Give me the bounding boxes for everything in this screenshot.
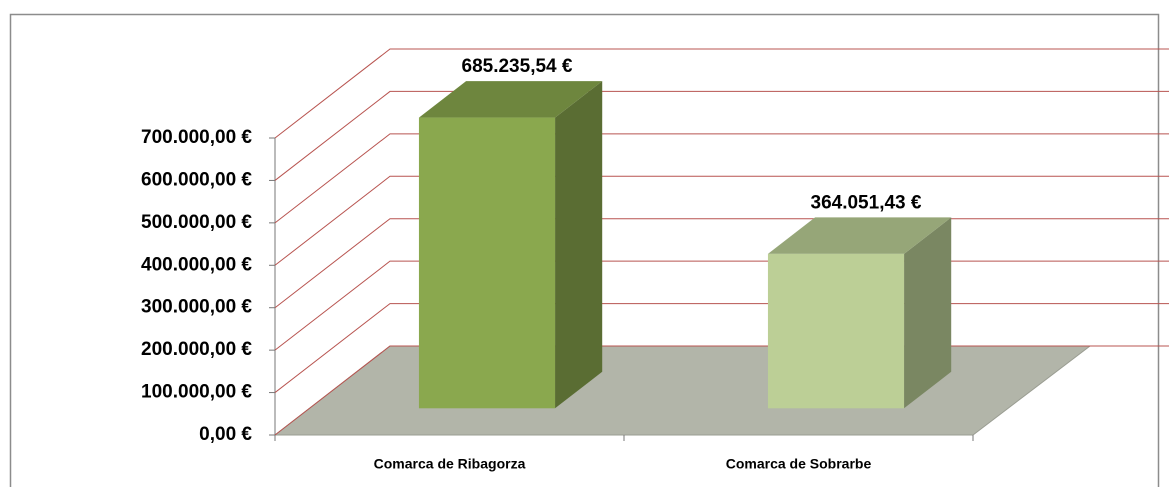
bar-side [904, 217, 952, 409]
grid-line [274, 48, 1169, 139]
grid-line [274, 175, 1169, 266]
x-tick-label: Comarca de Sobrarbe [726, 456, 872, 472]
y-tick-label: 0,00 € [199, 424, 252, 445]
bar [767, 253, 905, 409]
grid-line [274, 133, 1169, 224]
bar-top [767, 217, 952, 254]
y-tick-label: 600.000,00 € [141, 169, 252, 190]
y-tick-label: 500.000,00 € [141, 212, 252, 233]
x-tick-label: Comarca de Ribagorza [374, 456, 526, 472]
bar [418, 117, 556, 409]
y-tick-label: 200.000,00 € [141, 339, 252, 360]
value-label: 364.051,43 € [811, 192, 922, 213]
value-label: 685.235,54 € [462, 56, 573, 77]
y-tick-label: 400.000,00 € [141, 254, 252, 275]
bar-top [418, 81, 603, 118]
floor [273, 345, 1092, 436]
y-tick-label: 300.000,00 € [141, 297, 252, 318]
y-tick-label: 100.000,00 € [141, 382, 252, 403]
bar-side [555, 81, 603, 409]
grid-line [274, 90, 1169, 181]
y-tick-label: 700.000,00 € [141, 127, 252, 148]
